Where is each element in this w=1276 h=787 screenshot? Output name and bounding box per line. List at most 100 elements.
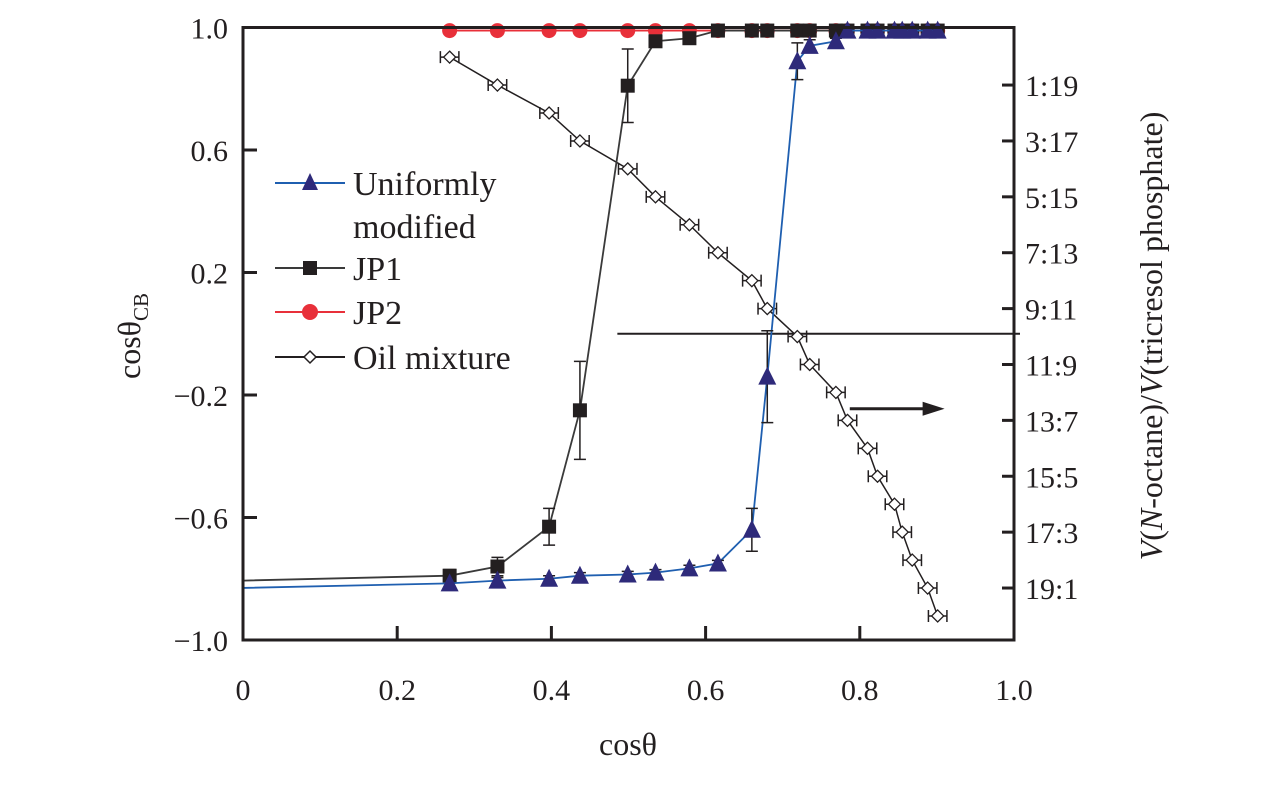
plot-frame xyxy=(241,26,1016,642)
right-label-v2: V xyxy=(1133,372,1169,395)
uniform-point xyxy=(826,31,845,50)
right-tick-label: 3:17 xyxy=(1025,126,1078,159)
jp1-point xyxy=(620,78,635,93)
oil-mixture-point xyxy=(930,609,945,623)
uniform-point xyxy=(758,366,777,385)
oil-mixture-point xyxy=(920,581,935,595)
oil-mixture-point xyxy=(870,469,885,484)
uniform-point xyxy=(540,568,559,587)
right-label-v1: V xyxy=(1133,537,1169,560)
uniform-point xyxy=(903,20,922,39)
uniform-point xyxy=(838,20,857,39)
y-tick-label: 0.6 xyxy=(191,135,229,168)
legend-label-uniform: Uniformly xyxy=(353,166,497,203)
right-label-p1: ( xyxy=(1133,530,1169,541)
jp2-point xyxy=(572,23,588,39)
uniform-point xyxy=(570,565,589,584)
oil-mixture-point xyxy=(802,357,817,372)
legend-square-icon xyxy=(303,261,317,275)
y-axis-label-main: cosθ xyxy=(111,321,147,379)
x-axis-label: cosθ xyxy=(599,726,657,762)
uniform-point xyxy=(788,51,807,70)
y-tick-label: −0.6 xyxy=(174,503,228,536)
x-tick-label: 1.0 xyxy=(995,674,1033,707)
uniform-point xyxy=(646,562,665,581)
legend: Uniformly modified JP1 JP2 Oil mixture xyxy=(275,166,511,377)
jp1-point xyxy=(648,34,663,49)
legend-circle-icon xyxy=(302,304,318,320)
oil-mixture-point xyxy=(840,413,855,428)
oil-mixture-line xyxy=(449,56,939,617)
jp1-point xyxy=(790,23,805,38)
uniform-point xyxy=(440,573,459,592)
oil-mixture-point xyxy=(542,106,557,120)
oil-mixture-point xyxy=(490,78,505,92)
legend-label-jp2: JP2 xyxy=(353,295,402,332)
jp2-point xyxy=(620,23,636,39)
right-tick-label: 9:11 xyxy=(1025,294,1077,327)
oil-mixture-point xyxy=(760,301,775,316)
x-tick-label: 0.4 xyxy=(533,674,571,707)
right-label-p3: (tricresol phosphate) xyxy=(1133,112,1169,376)
uniform-point xyxy=(868,20,887,39)
oil-mixture-point xyxy=(895,525,910,540)
legend-label-oil: Oil mixture xyxy=(353,340,511,377)
right-label-p2: -octane)/ xyxy=(1133,395,1169,509)
legend-label-jp1: JP1 xyxy=(353,251,402,288)
series-line-uniformly xyxy=(242,29,938,589)
x-tick-label: 0.2 xyxy=(378,674,416,707)
right-label-n: N xyxy=(1133,507,1169,531)
right-tick-label: 13:7 xyxy=(1025,405,1078,438)
jp2-point xyxy=(489,23,505,39)
right-tick-label: 5:15 xyxy=(1025,182,1078,215)
jp2-point xyxy=(442,23,458,39)
uniform-point xyxy=(618,564,637,583)
right-tick-label: 7:13 xyxy=(1025,238,1078,271)
jp1-point xyxy=(802,23,817,38)
oil-mixture-point xyxy=(744,273,759,288)
jp1-point xyxy=(744,23,759,38)
x-tick-label: 0.6 xyxy=(687,674,725,707)
jp1-point xyxy=(710,23,725,38)
x-tick-label: 0.8 xyxy=(841,674,879,707)
y-axis-label: cosθCB xyxy=(111,293,153,379)
uniform-point xyxy=(742,519,761,538)
arrow-head-icon xyxy=(922,401,945,416)
right-tick-label: 15:5 xyxy=(1025,461,1078,494)
uniform-point xyxy=(928,20,947,39)
jp1-point xyxy=(490,559,505,574)
y-tick-label: −1.0 xyxy=(174,625,228,658)
oil-mixture-point xyxy=(711,245,725,260)
series-line-jp1 xyxy=(242,29,938,582)
oil-mixture-point xyxy=(682,217,697,232)
oil-mixture-point xyxy=(860,441,875,456)
oil-mixture-point xyxy=(905,553,920,568)
oil-mixture-point xyxy=(790,329,805,344)
right-tick-label: 1:19 xyxy=(1025,70,1078,103)
jp1-point xyxy=(542,519,557,534)
right-axis-label: V(N-octane)/V(tricresol phosphate) xyxy=(1133,112,1169,561)
oil-mixture-point xyxy=(828,385,843,400)
oil-mixture-point xyxy=(442,50,457,65)
legend-triangle-icon xyxy=(302,173,318,190)
jp1-point xyxy=(572,403,587,418)
y-tick-label: 0.2 xyxy=(191,258,229,291)
right-tick-label: 17:3 xyxy=(1025,517,1078,550)
right-tick-label: 11:9 xyxy=(1025,349,1077,382)
oil-mixture-point xyxy=(887,497,902,512)
uniform-point xyxy=(800,35,819,54)
jp1-point xyxy=(682,31,697,46)
legend-diamond-icon xyxy=(302,349,318,365)
legend-label-uniform-2: modified xyxy=(353,209,476,246)
oil-mixture-point xyxy=(648,189,663,204)
y-tick-label: −0.2 xyxy=(174,380,228,413)
uniform-point xyxy=(708,553,727,572)
oil-mixture-point xyxy=(620,161,635,176)
y-axis-label-sub: CB xyxy=(129,293,153,321)
jp1-point xyxy=(760,23,775,38)
uniform-point xyxy=(488,570,507,589)
x-tick-label: 0 xyxy=(236,674,251,707)
right-tick-label: 19:1 xyxy=(1025,573,1078,606)
jp2-point xyxy=(541,23,557,39)
